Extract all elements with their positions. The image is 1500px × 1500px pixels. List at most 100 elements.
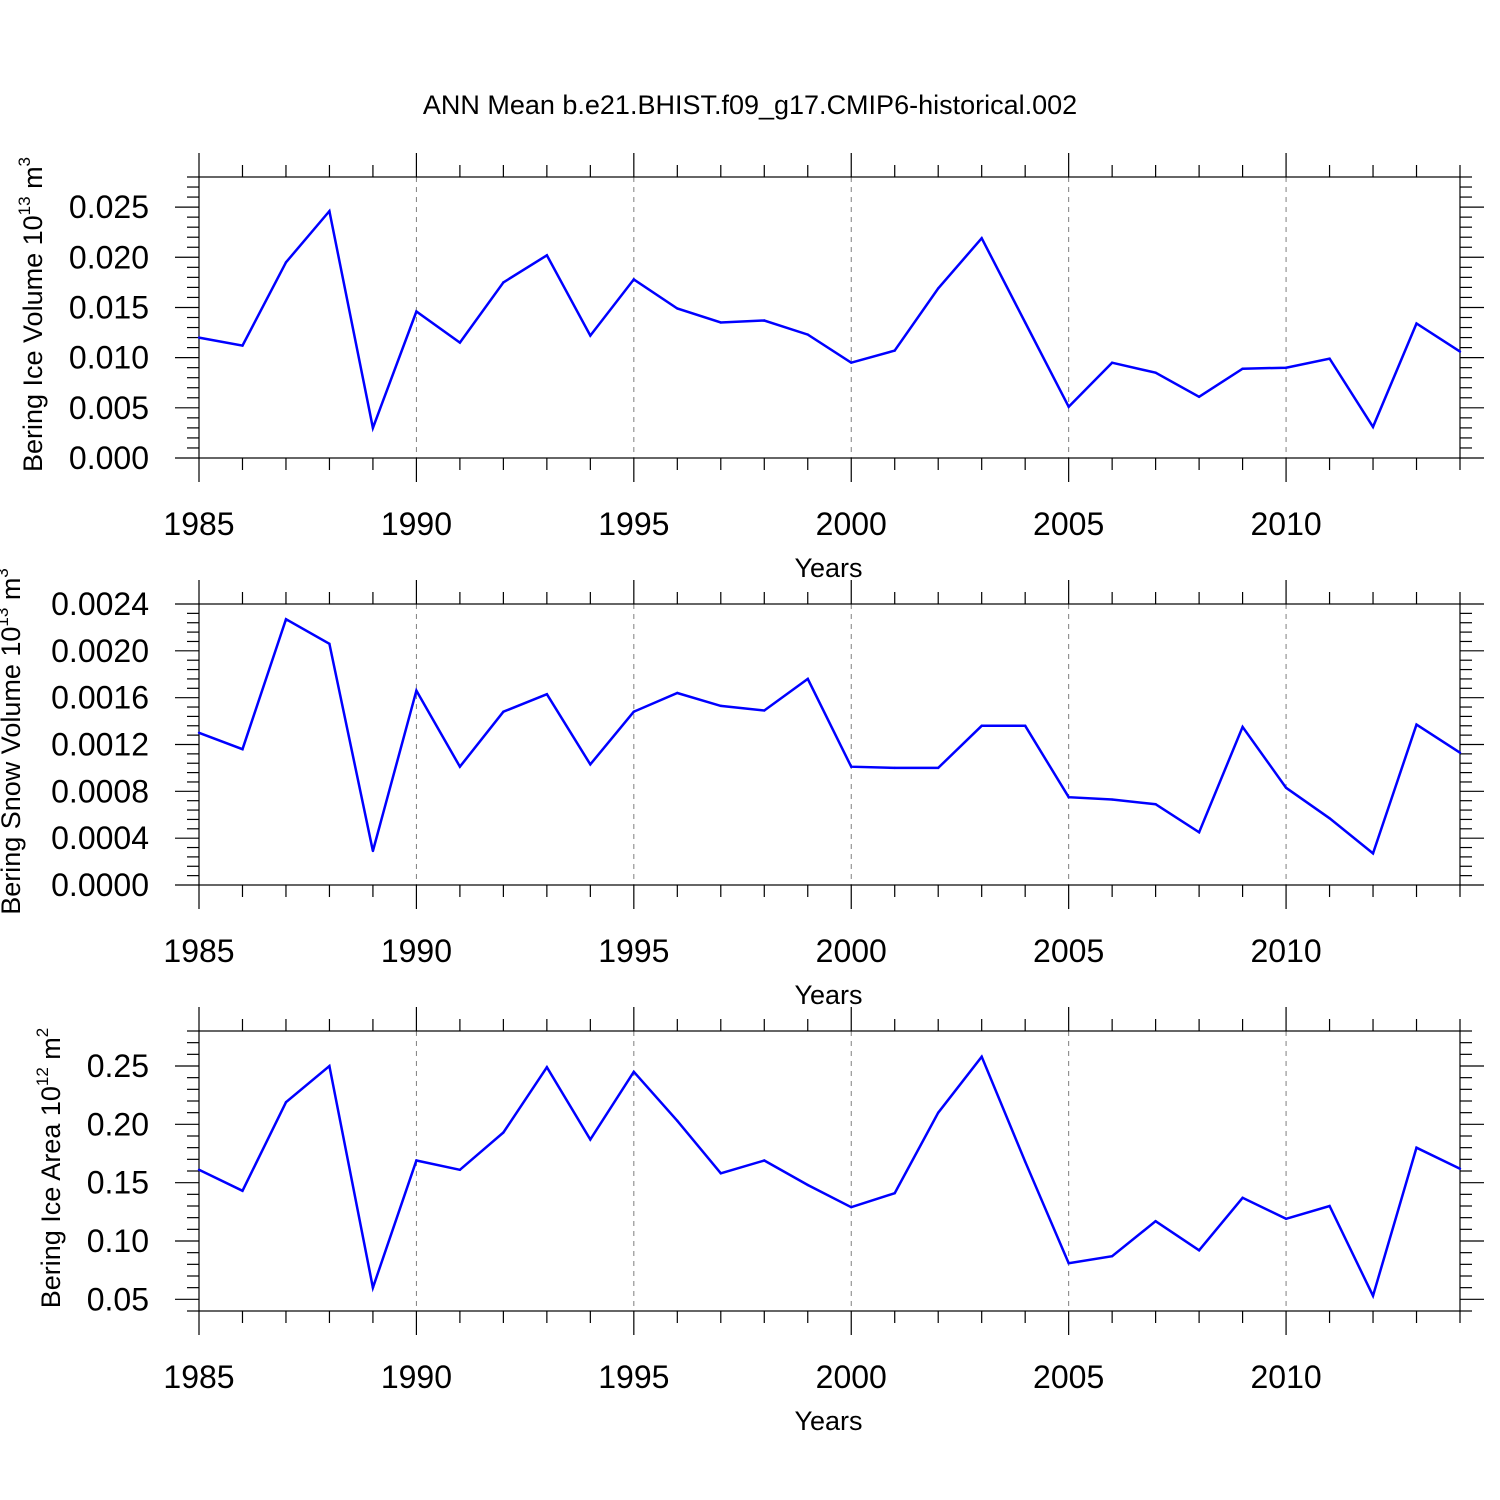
data-point: [1023, 321, 1027, 324]
y-axis-label: Bering Ice Volume 1013 m3: [15, 157, 48, 472]
y-tick-label: 0.015: [69, 289, 149, 325]
data-point: [1067, 1261, 1070, 1265]
data-point: [937, 287, 940, 290]
data-point: [632, 710, 636, 713]
data-point: [1067, 405, 1070, 409]
data-point: [241, 344, 244, 347]
x-tick-label: 1985: [163, 933, 234, 969]
x-tick-label: 2010: [1250, 1359, 1321, 1395]
data-point: [1458, 751, 1462, 754]
series-line: [198, 208, 1461, 433]
data-point: [1328, 1204, 1331, 1208]
x-tick-label: 1995: [598, 1359, 669, 1395]
x-tick-label: 2000: [816, 506, 887, 542]
y-tick-label: 0.0024: [51, 586, 149, 622]
y-tick-label: 0.15: [87, 1165, 149, 1201]
x-tick-label: 1990: [381, 1359, 452, 1395]
data-point: [980, 724, 983, 727]
y-axis-label-text: Bering Ice Area 10: [36, 1086, 66, 1308]
x-tick-label: 1985: [163, 506, 234, 542]
data-point: [1328, 357, 1331, 360]
x-tick-label: 2005: [1033, 933, 1104, 969]
data-point: [937, 766, 940, 770]
y-tick-label: 0.10: [87, 1223, 149, 1259]
data-point: [1241, 1196, 1244, 1200]
data-point: [850, 765, 853, 768]
data-point: [893, 349, 896, 352]
x-tick-label: 1990: [381, 506, 452, 542]
y-tick-label: 0.005: [69, 390, 149, 426]
data-point: [676, 307, 679, 310]
y-axis-label-unit: m: [36, 1037, 66, 1067]
x-axis-label: Years: [794, 553, 862, 583]
data-point: [197, 336, 201, 339]
data-point: [458, 1168, 462, 1172]
data-point: [328, 642, 331, 646]
data-point: [284, 261, 288, 264]
data-point: [197, 1168, 201, 1172]
data-point: [458, 765, 462, 768]
y-axis-label-unit-exponent: 3: [15, 157, 34, 166]
data-point: [589, 763, 592, 766]
y-axis-label-text: Bering Ice Volume 10: [18, 215, 48, 472]
data-point: [1328, 817, 1331, 820]
x-axis-label: Years: [794, 980, 862, 1010]
data-point: [850, 361, 853, 364]
chart-panel-3: 1985 1990 1995 2000 2005 2010 Years 0.05 0.10 0.1…: [33, 1007, 1484, 1436]
data-point: [415, 310, 418, 313]
data-point: [1154, 803, 1157, 806]
data-point: [937, 1111, 940, 1114]
data-point: [632, 1070, 636, 1074]
data-point: [1371, 1294, 1375, 1298]
data-point: [502, 281, 505, 284]
data-point: [893, 1191, 896, 1195]
data-point: [1371, 852, 1375, 855]
data-point: [763, 1159, 766, 1162]
data-point: [502, 1131, 505, 1134]
chart-panel-2: 1985 1990 1995 2000 2005 2010 Years 0.0000 0.000…: [0, 568, 1484, 1010]
data-point: [1241, 367, 1244, 370]
data-point: [763, 319, 766, 322]
y-tick-label: 0.0004: [51, 820, 149, 856]
series-line: [198, 1054, 1461, 1300]
data-point: [1371, 425, 1375, 429]
data-point: [1197, 1249, 1201, 1252]
data-point: [1023, 1160, 1027, 1163]
data-point: [676, 691, 679, 695]
data-point: [1241, 725, 1244, 729]
x-axis-label: Years: [794, 1406, 862, 1436]
x-tick-label: 2010: [1250, 933, 1321, 969]
panels: 1985 1990 1995 2000 2005 2010 Years 0.000 0.005 0…: [0, 153, 1484, 1436]
data-point: [241, 1189, 244, 1193]
y-tick-label: 0.05: [87, 1281, 149, 1317]
data-point: [545, 254, 549, 257]
data-point: [458, 341, 462, 344]
data-point: [806, 333, 809, 336]
y-axis-label-exponent: 12: [33, 1067, 52, 1086]
data-point: [1110, 798, 1114, 801]
y-tick-label: 0.0008: [51, 773, 149, 809]
data-point: [415, 689, 418, 692]
y-tick-label: 0.010: [69, 340, 149, 376]
x-tick-label: 2010: [1250, 506, 1321, 542]
y-axis-label-unit: m: [0, 578, 26, 608]
y-tick-label: 0.025: [69, 189, 149, 225]
data-point: [1458, 1167, 1462, 1170]
data-point: [1284, 1217, 1288, 1221]
data-point: [371, 426, 375, 430]
data-point: [719, 321, 722, 324]
x-tick-label: 2000: [816, 1359, 887, 1395]
data-point: [1110, 1254, 1114, 1258]
data-point: [980, 237, 983, 240]
data-point: [589, 1138, 592, 1141]
data-point: [1197, 395, 1201, 398]
data-point: [806, 1183, 809, 1187]
data-point: [1023, 724, 1027, 727]
y-axis-label: Bering Ice Area 1012 m2: [33, 1028, 66, 1309]
x-tick-label: 1990: [381, 933, 452, 969]
chart-panel-1: 1985 1990 1995 2000 2005 2010 Years 0.000 0.005 0…: [15, 153, 1484, 583]
data-point: [1458, 350, 1462, 353]
y-tick-label: 0.020: [69, 239, 149, 275]
